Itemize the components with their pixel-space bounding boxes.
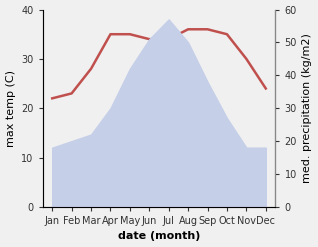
X-axis label: date (month): date (month)	[118, 231, 200, 242]
Y-axis label: max temp (C): max temp (C)	[5, 70, 16, 147]
Y-axis label: med. precipitation (kg/m2): med. precipitation (kg/m2)	[302, 33, 313, 183]
